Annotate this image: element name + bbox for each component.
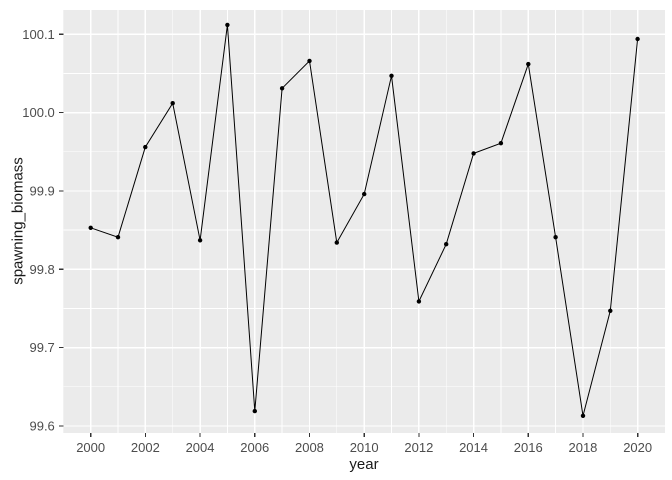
data-point <box>444 242 449 247</box>
data-point <box>526 61 531 67</box>
y-tick-label: 99.6 <box>29 418 54 433</box>
x-tick-label: 2016 <box>514 440 543 455</box>
y-tick-label: 99.9 <box>29 183 54 198</box>
x-tick-label: 2010 <box>350 440 379 455</box>
x-tick-label: 2018 <box>568 440 597 455</box>
x-tick-label: 2012 <box>404 440 433 455</box>
data-point <box>252 408 257 414</box>
data-point <box>580 413 586 418</box>
y-tick-label: 99.8 <box>29 262 54 277</box>
data-point <box>635 36 640 42</box>
data-point <box>608 308 613 313</box>
data-point <box>170 101 175 106</box>
x-tick-label: 2020 <box>623 440 652 455</box>
data-point <box>416 299 422 304</box>
data-point <box>498 141 504 146</box>
data-point <box>334 240 339 245</box>
data-point <box>225 22 230 28</box>
data-point <box>307 58 312 64</box>
data-point <box>197 238 203 243</box>
y-tick-label: 99.7 <box>29 340 54 355</box>
x-tick-label: 2006 <box>240 440 269 455</box>
data-point <box>553 235 558 240</box>
x-axis-title: year <box>349 456 379 473</box>
x-tick-label: 2008 <box>295 440 324 455</box>
x-tick-label: 2000 <box>76 440 105 455</box>
data-point <box>389 73 394 79</box>
data-point <box>88 225 93 230</box>
data-point <box>362 191 367 197</box>
y-tick-label: 100.1 <box>22 27 55 42</box>
x-tick-label: 2002 <box>131 440 160 455</box>
x-tick-label: 2004 <box>186 440 215 455</box>
data-point <box>471 151 476 156</box>
x-tick-label: 2014 <box>459 440 488 455</box>
data-point <box>115 235 121 240</box>
data-point <box>143 144 148 150</box>
data-point <box>279 86 285 91</box>
y-tick-label: 100.0 <box>22 105 55 120</box>
y-axis-title: spawning_biomass <box>9 157 27 285</box>
